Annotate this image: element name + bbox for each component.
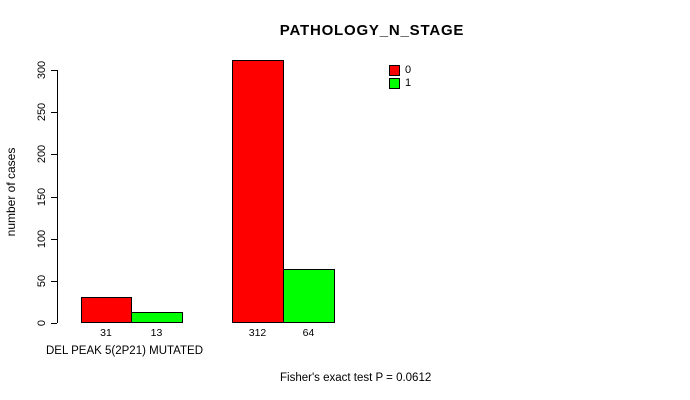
legend-label: 1 <box>405 77 412 89</box>
y-tick-mark <box>51 154 57 155</box>
y-tick-label: 250 <box>36 102 48 122</box>
y-tick-label: 50 <box>36 274 48 288</box>
y-tick-mark <box>51 197 57 198</box>
bar-value-label: 13 <box>150 327 163 339</box>
legend-item-1: 1 <box>389 77 411 90</box>
y-tick-mark <box>51 112 57 113</box>
y-tick-label: 0 <box>36 319 48 327</box>
y-tick-label: 100 <box>36 229 48 249</box>
y-tick-label: 200 <box>36 144 48 164</box>
legend-swatch-green <box>389 78 400 89</box>
legend-label: 0 <box>405 64 412 76</box>
x-axis-label: DEL PEAK 5(2P21) MUTATED <box>46 345 203 357</box>
y-axis-line <box>57 70 58 323</box>
bar-value-label: 31 <box>100 327 112 339</box>
y-tick-label: 150 <box>36 187 48 207</box>
bar-series-0 <box>81 297 132 323</box>
y-axis-label: number of cases <box>4 147 18 237</box>
bar-series-1 <box>283 269 335 323</box>
stat-annotation: Fisher's exact test P = 0.0612 <box>280 372 432 384</box>
bar-series-0 <box>232 60 284 323</box>
bar-value-label: 64 <box>302 327 315 339</box>
y-tick-mark <box>51 239 57 240</box>
legend-item-0: 0 <box>389 64 411 77</box>
chart-title: PATHOLOGY_N_STAGE <box>279 22 465 39</box>
y-tick-mark <box>51 70 57 71</box>
bar-value-label: 312 <box>248 327 267 339</box>
legend: 0 1 <box>389 64 411 90</box>
y-tick-label: 300 <box>36 60 48 80</box>
bar-series-1 <box>131 312 183 323</box>
y-tick-mark <box>51 323 57 324</box>
legend-swatch-red <box>389 65 400 76</box>
y-tick-mark <box>51 281 57 282</box>
